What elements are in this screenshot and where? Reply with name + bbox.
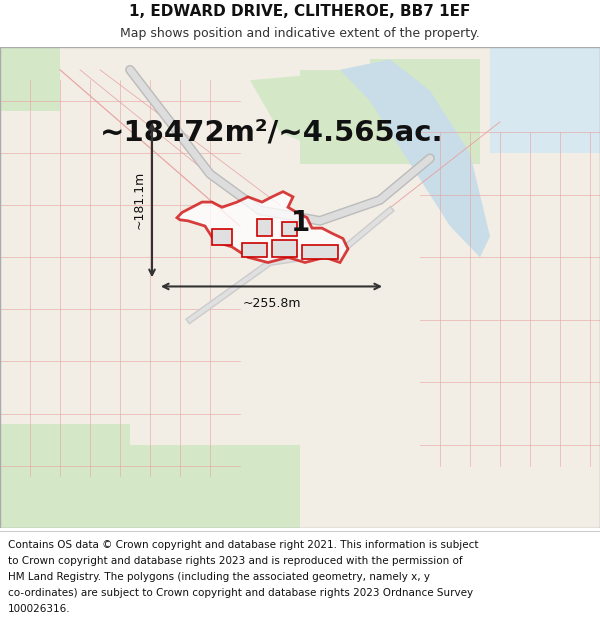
Text: Contains OS data © Crown copyright and database right 2021. This information is : Contains OS data © Crown copyright and d… xyxy=(8,540,478,550)
Polygon shape xyxy=(177,192,348,262)
Polygon shape xyxy=(302,245,338,259)
Text: to Crown copyright and database rights 2023 and is reproduced with the permissio: to Crown copyright and database rights 2… xyxy=(8,556,463,566)
Bar xyxy=(0,424,130,528)
Bar xyxy=(370,59,480,91)
Text: ~181.1m: ~181.1m xyxy=(133,171,146,229)
Polygon shape xyxy=(242,242,267,258)
Text: 100026316.: 100026316. xyxy=(8,604,70,614)
Text: ~18472m²/~4.565ac.: ~18472m²/~4.565ac. xyxy=(100,118,443,146)
Text: 1, EDWARD DRIVE, CLITHEROE, BB7 1EF: 1, EDWARD DRIVE, CLITHEROE, BB7 1EF xyxy=(130,4,470,19)
Polygon shape xyxy=(272,239,297,258)
Bar xyxy=(0,39,60,111)
Polygon shape xyxy=(257,219,272,236)
Bar xyxy=(490,39,600,153)
Text: HM Land Registry. The polygons (including the associated geometry, namely x, y: HM Land Registry. The polygons (includin… xyxy=(8,572,430,582)
Text: Map shows position and indicative extent of the property.: Map shows position and indicative extent… xyxy=(120,28,480,40)
Polygon shape xyxy=(282,222,297,236)
Text: ~255.8m: ~255.8m xyxy=(242,297,301,310)
Polygon shape xyxy=(250,70,390,153)
Polygon shape xyxy=(340,59,490,258)
Polygon shape xyxy=(212,229,232,245)
Text: co-ordinates) are subject to Crown copyright and database rights 2023 Ordnance S: co-ordinates) are subject to Crown copyr… xyxy=(8,588,473,598)
Text: 1: 1 xyxy=(290,209,310,237)
Bar xyxy=(300,70,480,164)
Bar xyxy=(100,445,300,528)
